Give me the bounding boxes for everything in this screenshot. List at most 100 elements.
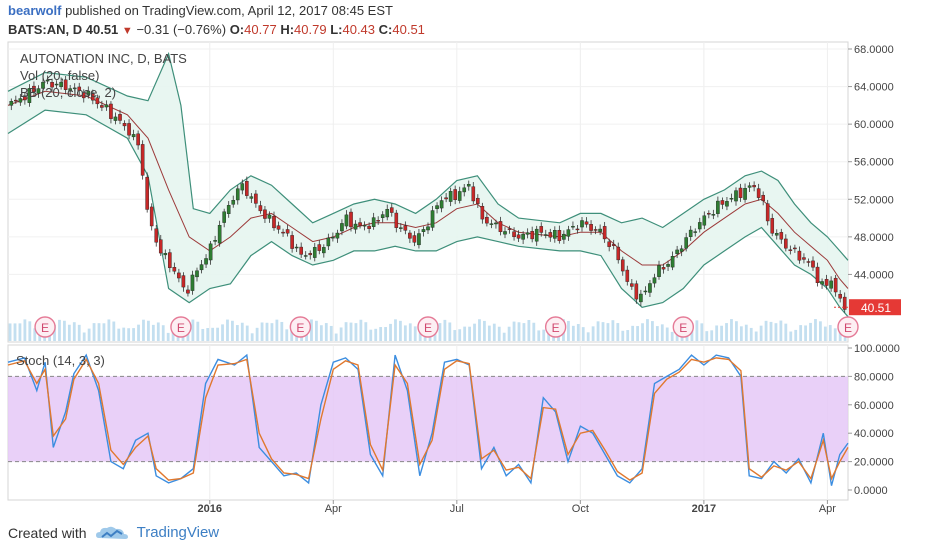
candle-body[interactable] — [254, 193, 258, 204]
candle[interactable] — [779, 228, 784, 244]
candle[interactable] — [620, 256, 625, 276]
candle-body[interactable] — [290, 235, 294, 249]
candle[interactable] — [485, 212, 489, 227]
candlestick-series[interactable] — [9, 75, 847, 313]
earnings-marker[interactable]: E — [170, 316, 192, 338]
candle[interactable] — [439, 196, 444, 213]
candle[interactable] — [41, 78, 45, 93]
candle[interactable] — [833, 274, 838, 297]
candle-body[interactable] — [833, 277, 838, 293]
candle-body[interactable] — [602, 226, 607, 240]
candle[interactable] — [797, 246, 802, 264]
candle[interactable] — [462, 184, 467, 197]
candle-body[interactable] — [91, 93, 95, 101]
candle[interactable] — [793, 244, 797, 253]
candle-body[interactable] — [335, 232, 340, 239]
candle[interactable] — [453, 185, 457, 205]
candle-body[interactable] — [63, 79, 68, 90]
candle[interactable] — [480, 202, 485, 224]
candle-body[interactable] — [14, 99, 18, 102]
candle[interactable] — [720, 197, 725, 210]
candle-body[interactable] — [580, 220, 584, 228]
candle-body[interactable] — [806, 261, 811, 263]
candle[interactable] — [195, 267, 199, 282]
candle[interactable] — [145, 172, 149, 213]
candle[interactable] — [127, 119, 131, 140]
candle-body[interactable] — [172, 267, 177, 272]
earnings-marker[interactable]: E — [837, 316, 859, 338]
candle-body[interactable] — [421, 229, 426, 232]
candle[interactable] — [616, 242, 621, 264]
candle[interactable] — [45, 75, 50, 85]
candle[interactable] — [430, 205, 435, 231]
candle[interactable] — [634, 280, 639, 304]
candle[interactable] — [498, 216, 503, 236]
candle[interactable] — [322, 244, 326, 258]
candle[interactable] — [149, 203, 154, 231]
candle[interactable] — [716, 196, 720, 218]
candle[interactable] — [820, 278, 824, 289]
candle-body[interactable] — [752, 185, 756, 188]
candle-body[interactable] — [54, 83, 59, 86]
candle[interactable] — [362, 221, 367, 231]
candle[interactable] — [598, 224, 602, 236]
candle-body[interactable] — [761, 194, 765, 202]
candle-body[interactable] — [521, 233, 525, 240]
candle[interactable] — [489, 219, 494, 229]
candle[interactable] — [335, 229, 340, 243]
candle-body[interactable] — [118, 114, 122, 121]
candle-body[interactable] — [634, 283, 639, 300]
candle[interactable] — [100, 100, 104, 112]
candle[interactable] — [308, 250, 313, 260]
candle[interactable] — [679, 245, 684, 257]
candle[interactable] — [494, 219, 498, 229]
candle[interactable] — [426, 222, 430, 235]
candle-body[interactable] — [498, 221, 503, 233]
candle-body[interactable] — [707, 213, 711, 215]
candle[interactable] — [666, 260, 670, 272]
candle-body[interactable] — [376, 220, 380, 222]
candle[interactable] — [190, 270, 195, 295]
candle[interactable] — [516, 230, 521, 243]
earnings-circle[interactable] — [289, 316, 312, 338]
candle[interactable] — [571, 221, 575, 230]
candle-body[interactable] — [213, 240, 217, 242]
candle[interactable] — [285, 224, 290, 237]
candle[interactable] — [693, 228, 698, 237]
candle[interactable] — [648, 279, 652, 298]
candle[interactable] — [32, 81, 36, 96]
candle-body[interactable] — [756, 188, 761, 198]
candle[interactable] — [177, 268, 181, 283]
candle-body[interactable] — [340, 223, 344, 232]
earnings-circle[interactable] — [417, 316, 439, 338]
candle[interactable] — [172, 262, 177, 275]
candle-body[interactable] — [399, 227, 403, 229]
candle[interactable] — [9, 98, 14, 111]
candle[interactable] — [729, 193, 734, 203]
candle-body[interactable] — [770, 218, 775, 234]
candle-body[interactable] — [23, 95, 27, 101]
candle-body[interactable] — [639, 293, 643, 303]
candle-body[interactable] — [743, 188, 747, 200]
candle-body[interactable] — [308, 253, 313, 256]
candle-body[interactable] — [349, 211, 353, 228]
candle-body[interactable] — [716, 200, 720, 214]
candle-body[interactable] — [725, 201, 729, 207]
candle-body[interactable] — [140, 144, 145, 176]
candle[interactable] — [607, 238, 611, 252]
candle-body[interactable] — [738, 187, 743, 198]
candle[interactable] — [652, 273, 657, 288]
candle-body[interactable] — [530, 231, 534, 240]
candle[interactable] — [181, 272, 186, 292]
candle[interactable] — [380, 211, 385, 223]
candle-body[interactable] — [666, 264, 670, 267]
candle-body[interactable] — [815, 266, 820, 284]
candle[interactable] — [412, 231, 417, 247]
candle-body[interactable] — [774, 233, 779, 236]
candle-body[interactable] — [557, 230, 562, 241]
candle-body[interactable] — [208, 243, 213, 261]
candle[interactable] — [738, 183, 743, 202]
candle[interactable] — [14, 95, 18, 104]
candle-body[interactable] — [788, 249, 793, 251]
candle-body[interactable] — [607, 241, 611, 247]
